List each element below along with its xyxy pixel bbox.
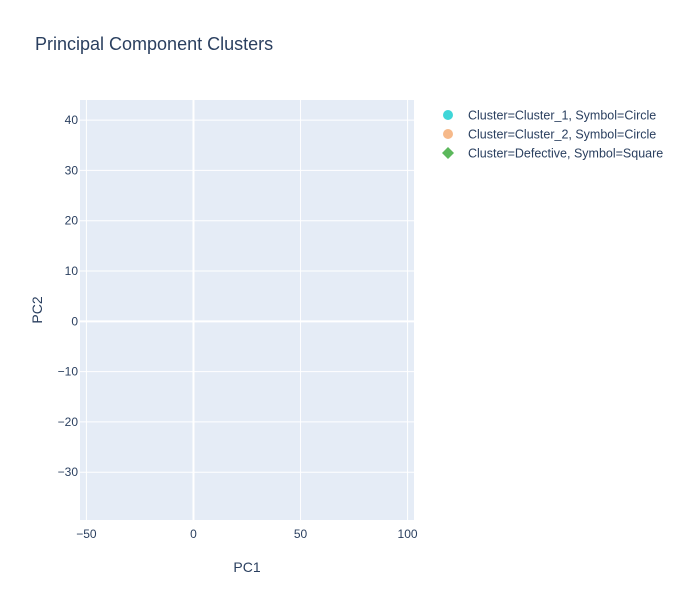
- y-tick-label: 10: [65, 264, 79, 278]
- y-tick-label: −10: [58, 365, 79, 379]
- y-tick-label: −20: [58, 415, 79, 429]
- y-tick-label: 0: [71, 314, 78, 328]
- legend-label: Cluster=Cluster_1, Symbol=Circle: [468, 109, 656, 123]
- chart-title: Principal Component Clusters: [35, 34, 273, 54]
- legend-diamond-marker: [442, 147, 454, 159]
- legend-item[interactable]: Cluster=Cluster_1, Symbol=Circle: [443, 109, 656, 123]
- legend-label: Cluster=Defective, Symbol=Square: [468, 147, 663, 161]
- plot-area: [80, 100, 414, 520]
- legend-label: Cluster=Cluster_2, Symbol=Circle: [468, 128, 656, 142]
- legend-item[interactable]: Cluster=Cluster_2, Symbol=Circle: [443, 128, 656, 142]
- y-axis-label: PC2: [29, 296, 45, 323]
- x-tick-label: 50: [294, 527, 308, 541]
- y-tick-label: 40: [65, 113, 79, 127]
- legend-item[interactable]: Cluster=Defective, Symbol=Square: [442, 147, 663, 161]
- y-axis-ticks: −30 −20 −10 0 10 20 30 40: [58, 113, 79, 479]
- y-tick-label: −30: [58, 465, 79, 479]
- legend-circle-marker: [443, 129, 453, 139]
- x-tick-label: 100: [398, 527, 418, 541]
- legend[interactable]: Cluster=Cluster_1, Symbol=Circle Cluster=…: [442, 109, 663, 161]
- x-axis-ticks: −50 0 50 100: [76, 527, 418, 541]
- legend-circle-marker: [443, 110, 453, 120]
- x-tick-label: 0: [190, 527, 197, 541]
- x-axis-label: PC1: [233, 559, 260, 575]
- y-tick-label: 20: [65, 214, 79, 228]
- grid-lines: [80, 100, 414, 520]
- x-tick-label: −50: [76, 527, 97, 541]
- y-tick-label: 30: [65, 163, 79, 177]
